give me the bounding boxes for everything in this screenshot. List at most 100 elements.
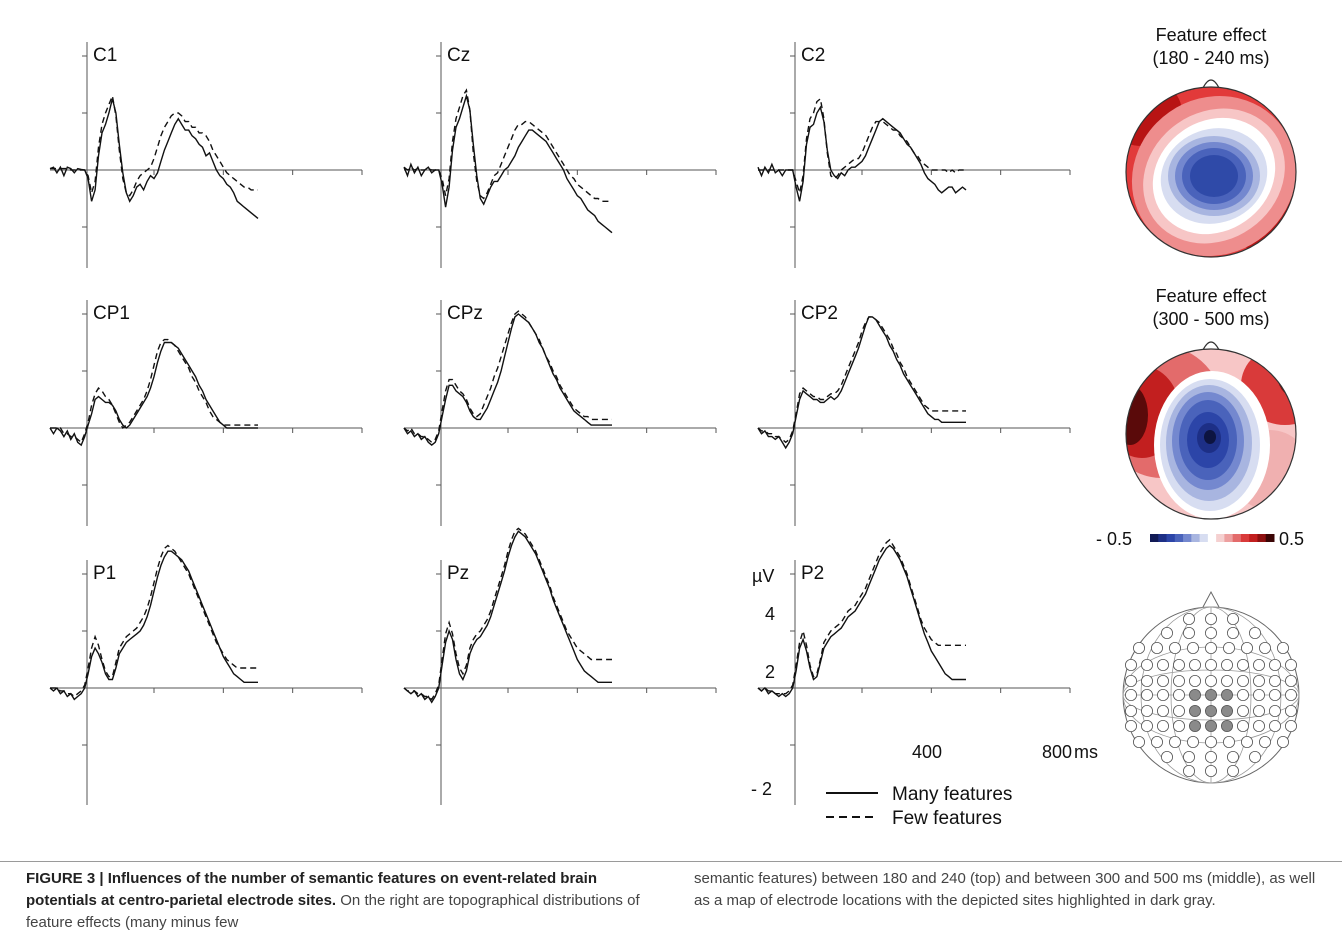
- series-many-features: [403, 93, 613, 234]
- colorbar-step: [1183, 534, 1192, 542]
- colorbar-step: [1166, 534, 1176, 542]
- electrode: [1205, 736, 1218, 749]
- electrode: [1249, 751, 1262, 764]
- topomap-180-240: [1125, 79, 1297, 258]
- electrode: [1141, 705, 1154, 718]
- erp-panel-c1: C1: [49, 42, 363, 268]
- electrode-highlighted: [1189, 720, 1202, 733]
- series-few-features: [50, 544, 258, 698]
- electrode: [1285, 705, 1298, 718]
- electrode: [1237, 659, 1250, 672]
- electrode: [1173, 659, 1186, 672]
- series-many-features: [49, 341, 258, 447]
- electrode-highlighted: [1205, 720, 1218, 733]
- erp-panel-p1: P1: [49, 544, 363, 805]
- electrode: [1133, 736, 1146, 749]
- electrode: [1285, 689, 1298, 702]
- electrode: [1269, 720, 1282, 733]
- colorbar-step: [1199, 534, 1209, 542]
- electrode: [1205, 675, 1218, 688]
- panel-label: C1: [93, 45, 117, 66]
- series-many-features: [757, 105, 967, 202]
- legend-label: Many features: [892, 784, 1012, 805]
- electrode: [1141, 720, 1154, 733]
- y-tick-label: - 2: [751, 779, 772, 799]
- electrode: [1227, 613, 1240, 626]
- electrode-highlighted: [1205, 705, 1218, 718]
- electrode: [1173, 689, 1186, 702]
- electrode-highlighted: [1189, 689, 1202, 702]
- panel-label: P1: [93, 563, 116, 584]
- electrode-highlighted: [1221, 720, 1234, 733]
- electrode: [1237, 675, 1250, 688]
- electrode: [1173, 720, 1186, 733]
- panel-label: CPz: [447, 303, 483, 324]
- figure-caption-text: On the right are topographical distribut…: [26, 892, 640, 931]
- colorbar-step: [1158, 534, 1168, 542]
- electrode: [1223, 642, 1236, 655]
- electrode: [1269, 705, 1282, 718]
- colorbar-step: [1232, 534, 1242, 542]
- series-many-features: [757, 316, 966, 450]
- panel-label: P2: [801, 563, 824, 584]
- electrode-map: [1122, 590, 1300, 784]
- erp-panels: C1 Cz C2 CP1 CPz CP2 P1 Pz P2: [49, 42, 1071, 805]
- series-many-features: [403, 530, 612, 704]
- colorbar-step: [1216, 534, 1225, 542]
- figure-canvas: C1 Cz C2 CP1 CPz CP2 P1 Pz P2 µV 4 2 - 2 400 800…: [49, 25, 1304, 829]
- electrode: [1253, 675, 1266, 688]
- figure-caption-text: semantic features) between 180 and 240 (…: [694, 870, 1316, 909]
- electrode: [1221, 675, 1234, 688]
- electrode: [1269, 689, 1282, 702]
- electrode: [1227, 627, 1240, 640]
- legend-label: Few features: [892, 808, 1002, 829]
- series-few-features: [403, 527, 612, 701]
- topomap-subtitle: (300 - 500 ms): [1152, 309, 1269, 329]
- electrode: [1237, 689, 1250, 702]
- x-tick-label: 800: [1042, 742, 1072, 762]
- electrode: [1237, 705, 1250, 718]
- colorbar-step: [1191, 534, 1201, 542]
- figure-caption-right: semantic features) between 180 and 240 (…: [694, 868, 1324, 912]
- electrode: [1183, 627, 1196, 640]
- electrode: [1151, 642, 1164, 655]
- colorbar-min-label: - 0.5: [1096, 529, 1132, 549]
- topomap-300-500: [1125, 341, 1297, 520]
- electrode: [1205, 659, 1218, 672]
- electrode: [1189, 659, 1202, 672]
- electrode: [1183, 613, 1196, 626]
- electrode-highlighted: [1205, 689, 1218, 702]
- electrode: [1157, 675, 1170, 688]
- electrode: [1205, 627, 1218, 640]
- electrode: [1223, 736, 1236, 749]
- electrode: [1269, 659, 1282, 672]
- panel-label: CP2: [801, 303, 838, 324]
- y-tick-label: 4: [765, 604, 775, 624]
- electrode: [1241, 642, 1254, 655]
- erp-panel-cpz: CPz: [403, 300, 717, 526]
- panel-label: Pz: [447, 563, 469, 584]
- electrode: [1161, 751, 1174, 764]
- electrode: [1249, 627, 1262, 640]
- y-unit-label: µV: [752, 566, 774, 586]
- series-few-features: [758, 97, 966, 194]
- electrode: [1241, 736, 1254, 749]
- electrode: [1173, 675, 1186, 688]
- series-many-features: [49, 550, 258, 701]
- electrode: [1183, 765, 1196, 778]
- topomap-title: Feature effect: [1156, 25, 1267, 45]
- electrode: [1285, 659, 1298, 672]
- panel-label: C2: [801, 45, 825, 66]
- electrode: [1253, 705, 1266, 718]
- electrode: [1161, 627, 1174, 640]
- series-few-features: [50, 93, 258, 197]
- electrode: [1169, 642, 1182, 655]
- panel-label: Cz: [447, 45, 470, 66]
- electrode: [1187, 736, 1200, 749]
- series-many-features: [49, 98, 259, 219]
- electrode: [1157, 689, 1170, 702]
- electrode: [1205, 765, 1218, 778]
- electrode: [1285, 675, 1298, 688]
- legend: Many features Few features: [826, 784, 1012, 829]
- electrode: [1237, 720, 1250, 733]
